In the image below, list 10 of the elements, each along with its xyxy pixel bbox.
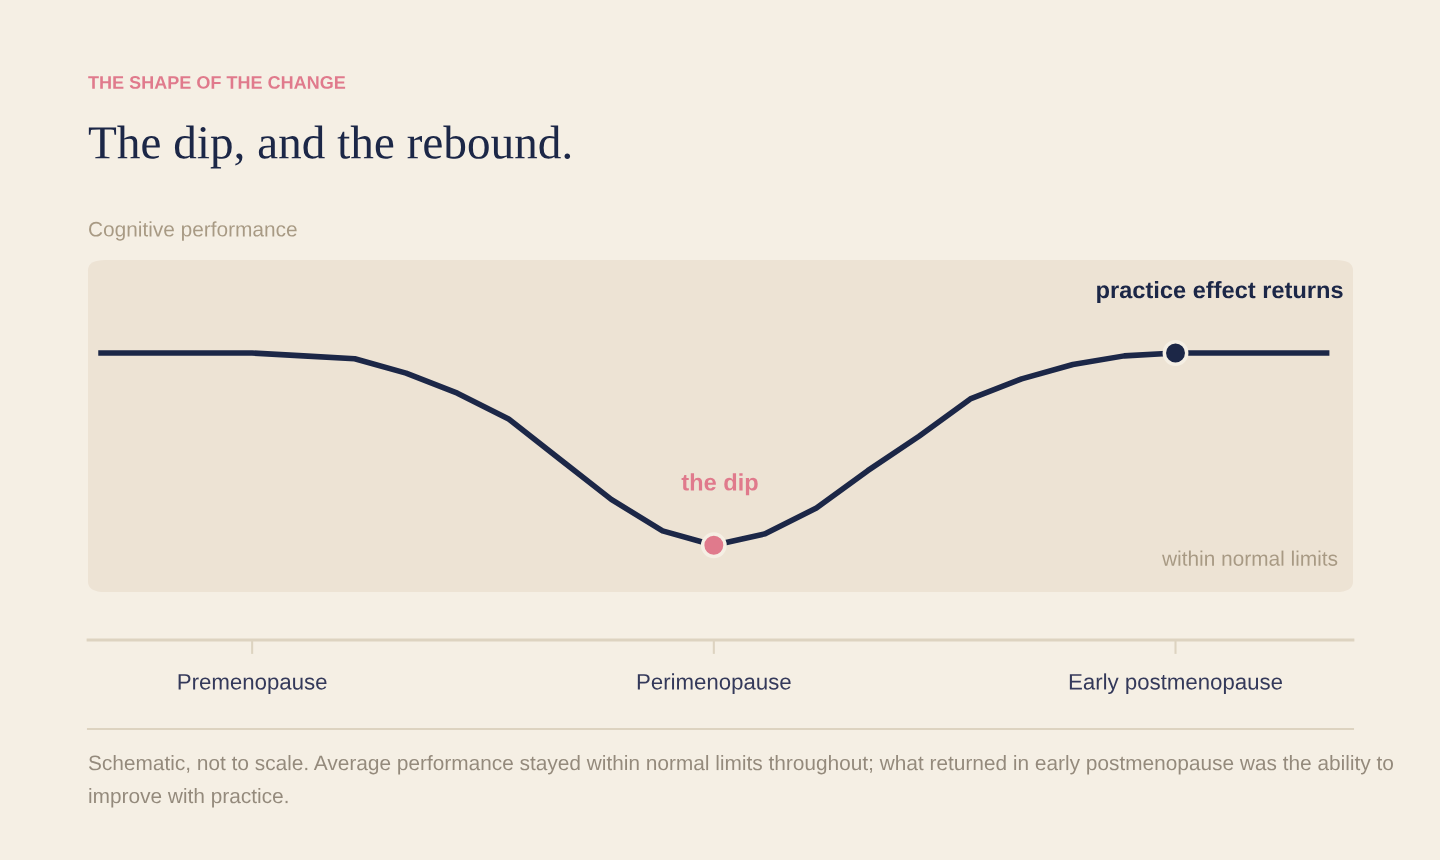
x-tick-label: Perimenopause [637, 673, 791, 695]
x-tick-label: Premenopause [178, 674, 327, 695]
annotation: the dip [681, 473, 758, 496]
annotation: practice effect returns [1097, 280, 1343, 303]
chart-title: The dip, and the rebound. [88, 125, 571, 169]
text: Schematic, not to scale. Average performance stayed within normal limits throughout; what returned in early postmenopause was the ability to improve with practice. [88, 755, 1393, 808]
chart-subtitle: THE SHAPE OF THE CHANGE [88, 76, 346, 89]
annotation: within normal limits [1162, 550, 1338, 566]
text: Cognitive performance [89, 221, 297, 241]
x-tick-label: Early postmenopause [1069, 673, 1282, 695]
